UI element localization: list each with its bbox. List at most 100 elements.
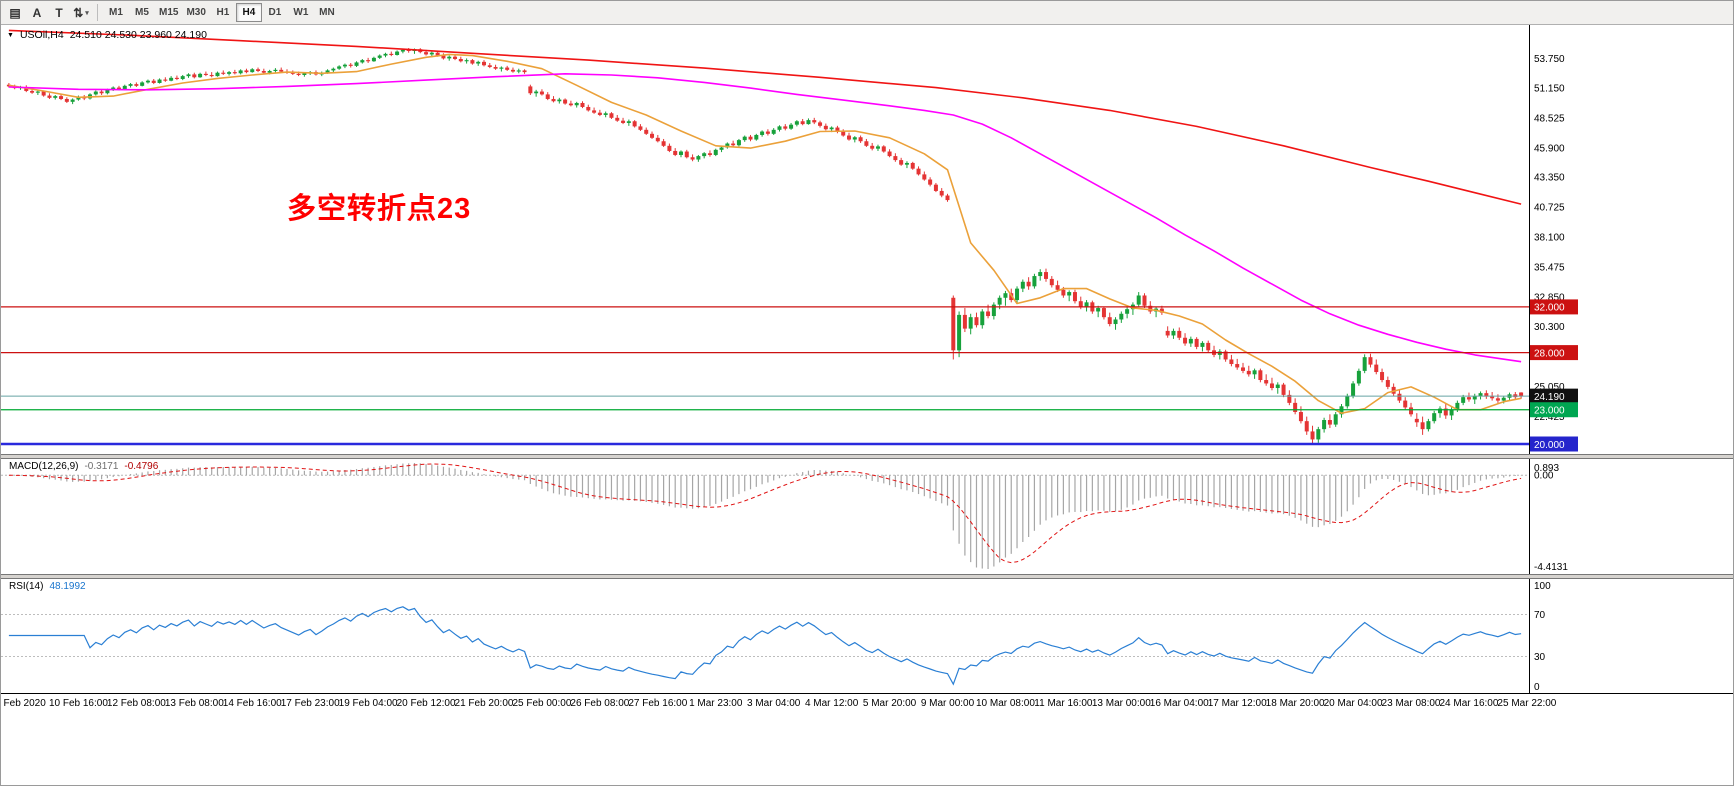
candle-body (829, 127, 834, 130)
candle-body (1200, 342, 1205, 347)
rsi-label: RSI(14) 48.1992 (9, 581, 86, 592)
candle-body (534, 91, 539, 94)
timeframe-button-m15[interactable]: M15 (155, 3, 182, 22)
candle-body (783, 126, 788, 129)
candle-body (1327, 420, 1332, 425)
candle-body (1310, 431, 1315, 440)
pane-splitter[interactable] (1, 574, 1733, 579)
timeframe-button-m1[interactable]: M1 (103, 3, 129, 22)
timeframe-button-h1[interactable]: H1 (210, 3, 236, 22)
candle-body (1107, 317, 1112, 325)
candle-body (563, 99, 568, 104)
candle-body (1078, 301, 1083, 307)
candle-body (354, 62, 359, 66)
candle-body (76, 96, 81, 100)
rsi-canvas[interactable]: 100 70 30 0 (1, 579, 1734, 693)
candle-body (1455, 402, 1460, 410)
objects-dropdown-icon: ⇅ (73, 5, 84, 20)
time-label: 26 Feb 08:00 (570, 698, 630, 709)
candle-body (290, 72, 295, 74)
text-tool-button[interactable]: T (48, 3, 70, 23)
candle-body (1466, 397, 1471, 400)
candle-body (1287, 394, 1292, 403)
timeframe-button-m5[interactable]: M5 (129, 3, 155, 22)
candle-body (997, 297, 1002, 305)
candle-body (1490, 396, 1495, 399)
price-tick: 40.725 (1534, 203, 1565, 214)
candle-body (464, 60, 469, 62)
candle-body (360, 60, 365, 63)
candle-body (1304, 421, 1309, 432)
candle-body (731, 143, 736, 146)
pane-splitter[interactable] (1, 454, 1733, 459)
candle-body (47, 95, 52, 98)
candle-body (852, 137, 857, 140)
candle-body (1165, 330, 1170, 336)
candle-body (690, 157, 695, 160)
candle-body (957, 314, 962, 351)
rsi-scale-70: 70 (1534, 610, 1546, 621)
timeframe-button-w1[interactable]: W1 (288, 3, 314, 22)
candle-body (522, 70, 527, 73)
candle-body (939, 190, 944, 196)
timeframe-button-m30[interactable]: M30 (182, 3, 209, 22)
main-chart-canvas[interactable]: 53.750 51.150 48.525 45.900 43.350 40.725 38.1… (1, 25, 1734, 454)
candle-body (493, 66, 498, 69)
candle-body (406, 49, 411, 51)
price-tick: 22.425 (1534, 412, 1565, 423)
candle-body (1188, 338, 1193, 344)
timeframe-button-mn[interactable]: MN (314, 3, 340, 22)
candle-body (1003, 293, 1008, 298)
candle-body (904, 162, 909, 165)
candle-body (870, 145, 875, 149)
candle-body (632, 121, 637, 127)
candle-body (342, 64, 347, 67)
candle-body (35, 91, 40, 93)
price-tick: 30.300 (1534, 322, 1565, 333)
timeframe-button-h4[interactable]: H4 (235, 3, 262, 22)
chart-annotation[interactable]: 多空转折点23 (287, 193, 472, 225)
candle-body (1495, 398, 1500, 401)
candle-body (806, 120, 811, 125)
candle-body (1397, 393, 1402, 401)
candle-body (441, 55, 446, 59)
candle-body (1084, 302, 1089, 307)
candle-body (1055, 285, 1060, 290)
candle-body (1096, 308, 1101, 312)
ma-fast-orange (8, 53, 1522, 415)
candle-body (70, 99, 75, 102)
candle-body (1298, 412, 1303, 422)
candle-body (592, 110, 597, 113)
main-chart-pane[interactable]: 53.750 51.150 48.525 45.900 43.350 40.725 38.1… (1, 25, 1733, 454)
time-label: 3 Mar 04:00 (747, 698, 801, 709)
candle-body (644, 129, 649, 134)
candle-body (1240, 367, 1245, 371)
time-label: 24 Mar 16:00 (1439, 698, 1499, 709)
price-tick: 53.750 (1534, 54, 1565, 65)
candle-body (1119, 313, 1124, 320)
objects-dropdown-button[interactable]: ⇅ ▾ (70, 3, 92, 23)
candle-body (1275, 384, 1280, 389)
candle-body (93, 91, 98, 95)
candle-body (453, 56, 458, 59)
cursor-tool-button[interactable]: A (26, 3, 48, 23)
candle-body (435, 52, 440, 56)
candle-body (377, 55, 382, 58)
candle-body (974, 317, 979, 326)
time-axis[interactable]: 7 Feb 2020 10 Feb 16:00 12 Feb 08:00 13 Feb… (1, 693, 1733, 715)
rsi-pane[interactable]: 100 70 30 0 RSI(14) 48.1992 (1, 579, 1733, 693)
candle-body (1044, 272, 1049, 279)
macd-scale-max: 0.893 (1534, 463, 1559, 474)
time-label: 16 Mar 04:00 (1149, 698, 1209, 709)
candle-body (163, 79, 168, 81)
price-tick: 43.350 (1534, 173, 1565, 184)
timeframe-button-d1[interactable]: D1 (262, 3, 288, 22)
candle-body (1125, 309, 1130, 314)
candle-body (215, 72, 220, 77)
candle-body (1235, 364, 1240, 368)
candle-body (1269, 383, 1274, 389)
macd-pane[interactable]: 0.893 0.00 -4.4131 MACD(12,26,9) -0.3171 -… (1, 459, 1733, 574)
candle-body (267, 70, 272, 73)
charts-list-button[interactable]: ▤ (4, 3, 26, 23)
